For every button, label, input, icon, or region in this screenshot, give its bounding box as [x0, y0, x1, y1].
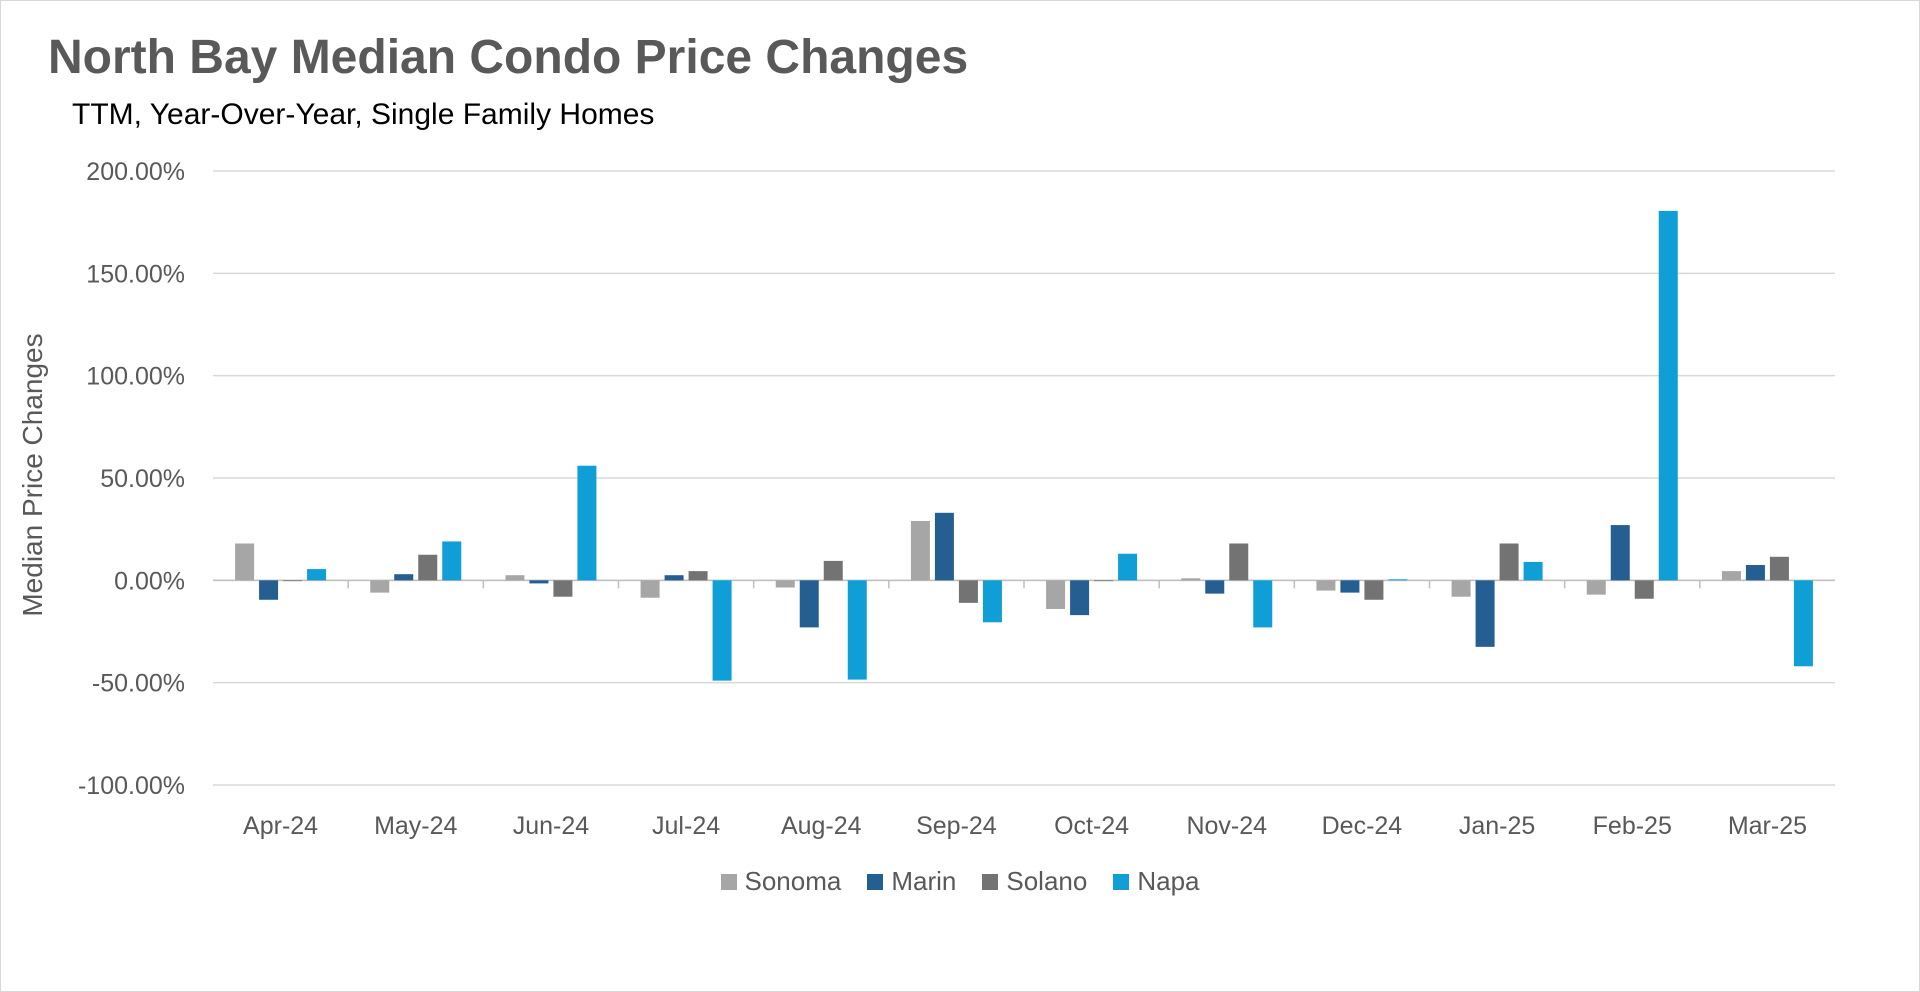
legend-label: Sonoma — [744, 866, 842, 896]
y-tick-label: 50.00% — [100, 465, 185, 493]
x-tick-label: Mar-25 — [1728, 812, 1807, 840]
legend-item-solano: Solano — [982, 866, 1087, 897]
bar-solano-aug-24 — [823, 560, 843, 581]
bar-marin-nov-24 — [1205, 580, 1225, 594]
bar-marin-jun-24 — [529, 580, 549, 584]
bar-sonoma-mar-25 — [1721, 571, 1741, 581]
bar-solano-mar-25 — [1769, 556, 1789, 581]
gridlines — [213, 170, 1835, 786]
x-tick-label: May-24 — [374, 812, 457, 840]
y-tick-label: 0.00% — [114, 567, 185, 595]
x-tick-label: Oct-24 — [1054, 812, 1129, 840]
legend-swatch — [1113, 873, 1130, 890]
bar-solano-sep-24 — [958, 580, 978, 603]
bar-sonoma-feb-25 — [1586, 580, 1606, 595]
bar-napa-aug-24 — [847, 580, 867, 680]
y-tick-label: 200.00% — [86, 158, 185, 186]
bar-solano-nov-24 — [1229, 543, 1249, 581]
bar-napa-jul-24 — [712, 580, 732, 681]
x-tick-label: Nov-24 — [1186, 812, 1267, 840]
bar-sonoma-jan-25 — [1451, 580, 1471, 597]
x-tick-label: Dec-24 — [1322, 812, 1403, 840]
x-axis-ticks: Apr-24 May-24 Jun-24 Jul-24 Aug-24 Sep-24 Oct-… — [243, 580, 1807, 840]
bar-napa-dec-24 — [1388, 579, 1408, 581]
legend-item-sonoma: Sonoma — [720, 866, 842, 897]
bar-solano-oct-24 — [1094, 580, 1114, 582]
legend-label: Napa — [1137, 866, 1200, 896]
x-tick-label: Jun-24 — [513, 812, 590, 840]
y-axis-ticks: 200.00% 150.00% 100.00% 50.00% 0.00% -50.00% -… — [78, 158, 185, 800]
bar-napa-nov-24 — [1253, 580, 1273, 628]
bar-marin-dec-24 — [1340, 580, 1360, 593]
y-tick-label: -100.00% — [78, 772, 185, 800]
y-axis-label: Median Price Changes — [17, 333, 48, 616]
bar-sonoma-may-24 — [370, 580, 390, 593]
bar-marin-aug-24 — [799, 580, 819, 628]
y-tick-label: 100.00% — [86, 363, 185, 391]
bar-napa-feb-25 — [1658, 210, 1678, 581]
legend-swatch — [720, 873, 737, 890]
bar-marin-oct-24 — [1070, 580, 1090, 616]
bar-marin-sep-24 — [934, 512, 954, 581]
x-tick-label: Feb-25 — [1593, 812, 1672, 840]
legend-item-napa: Napa — [1113, 866, 1199, 897]
bar-sonoma-aug-24 — [775, 580, 795, 588]
bar-napa-jun-24 — [577, 465, 597, 581]
bar-solano-jan-25 — [1499, 543, 1519, 581]
bar-marin-mar-25 — [1745, 564, 1765, 581]
legend-swatch — [867, 873, 884, 890]
bar-marin-apr-24 — [259, 580, 279, 600]
legend-label: Solano — [1006, 866, 1088, 896]
bar-sonoma-sep-24 — [910, 520, 930, 581]
bar-marin-may-24 — [394, 574, 414, 581]
bar-sonoma-jul-24 — [640, 580, 660, 598]
bar-solano-feb-25 — [1634, 580, 1654, 599]
bars — [235, 210, 1813, 681]
x-tick-label: Jan-25 — [1459, 812, 1535, 840]
bar-sonoma-dec-24 — [1316, 580, 1336, 591]
bar-napa-oct-24 — [1118, 553, 1138, 581]
bar-marin-feb-25 — [1610, 525, 1630, 581]
legend-item-marin: Marin — [867, 866, 956, 897]
legend-label: Marin — [891, 866, 957, 896]
y-tick-label: 150.00% — [86, 260, 185, 288]
legend: Sonoma Marin Solano Napa — [0, 866, 1920, 897]
bar-napa-sep-24 — [982, 580, 1002, 623]
bar-sonoma-jun-24 — [505, 575, 525, 581]
bar-napa-may-24 — [442, 541, 462, 581]
legend-swatch — [982, 873, 999, 890]
chart-title: North Bay Median Condo Price Changes — [48, 31, 969, 84]
bar-solano-jul-24 — [688, 571, 708, 581]
x-tick-label: Sep-24 — [916, 812, 997, 840]
x-tick-label: Apr-24 — [243, 812, 318, 840]
bar-solano-jun-24 — [553, 580, 573, 597]
bar-sonoma-oct-24 — [1046, 580, 1066, 609]
y-tick-label: -50.00% — [92, 670, 185, 698]
bar-sonoma-apr-24 — [235, 543, 255, 581]
x-tick-label: Aug-24 — [781, 812, 862, 840]
bar-napa-jan-25 — [1523, 561, 1543, 581]
bar-solano-dec-24 — [1364, 580, 1384, 600]
chart-subtitle: TTM, Year-Over-Year, Single Family Homes — [72, 98, 655, 131]
bar-napa-apr-24 — [307, 569, 327, 581]
bar-marin-jul-24 — [664, 575, 684, 581]
bar-sonoma-nov-24 — [1181, 578, 1201, 581]
bar-marin-jan-25 — [1475, 580, 1495, 647]
bar-napa-mar-25 — [1793, 580, 1813, 667]
x-tick-label: Jul-24 — [652, 812, 720, 840]
bar-solano-may-24 — [418, 554, 438, 581]
bar-solano-apr-24 — [283, 580, 303, 582]
